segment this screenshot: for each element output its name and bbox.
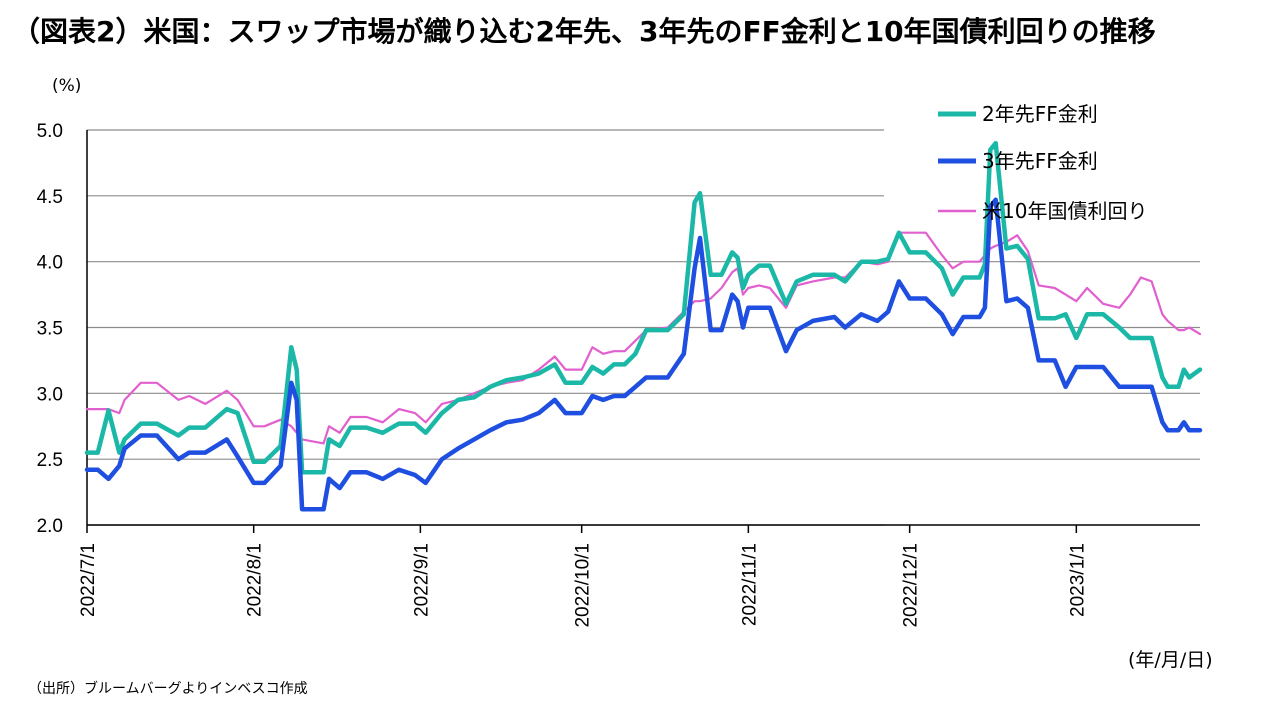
y-tick-label: 2.5	[37, 450, 63, 471]
x-tick-label: 2022/10/1	[573, 543, 594, 628]
y-tick-label: 5.0	[37, 121, 63, 142]
y-tick-label: 2.0	[37, 516, 63, 537]
series-line-3	[85, 231, 1202, 445]
x-tick-label: 2022/12/1	[901, 543, 922, 628]
x-tick-label: 2022/7/1	[78, 543, 99, 617]
legend-label: 米10年国債利回り	[982, 199, 1147, 223]
legend-label: 3年先FF金利	[982, 149, 1098, 173]
x-tick-label: 2023/1/1	[1067, 543, 1088, 617]
y-axis-unit: (%)	[52, 76, 82, 96]
series-line-1	[84, 140, 1203, 475]
series-line-2	[84, 197, 1203, 512]
x-axis-unit: (年/月/日)	[1128, 649, 1213, 671]
legend-label: 2年先FF金利	[982, 102, 1098, 126]
chart-title: （図表2）米国：スワップ市場が織り込む2年先、3年先のFF金利と10年国債利回り…	[12, 15, 1156, 48]
x-tick-label: 2022/11/1	[739, 543, 760, 626]
y-tick-label: 4.5	[37, 187, 63, 208]
y-tick-label: 3.5	[37, 319, 63, 340]
y-tick-label: 3.0	[37, 384, 63, 405]
y-tick-label: 4.0	[37, 253, 63, 274]
x-tick-label: 2022/9/1	[411, 543, 432, 617]
x-tick-label: 2022/8/1	[245, 543, 266, 617]
source-note: （出所）ブルームバーグよりインベスコ作成	[28, 681, 308, 697]
